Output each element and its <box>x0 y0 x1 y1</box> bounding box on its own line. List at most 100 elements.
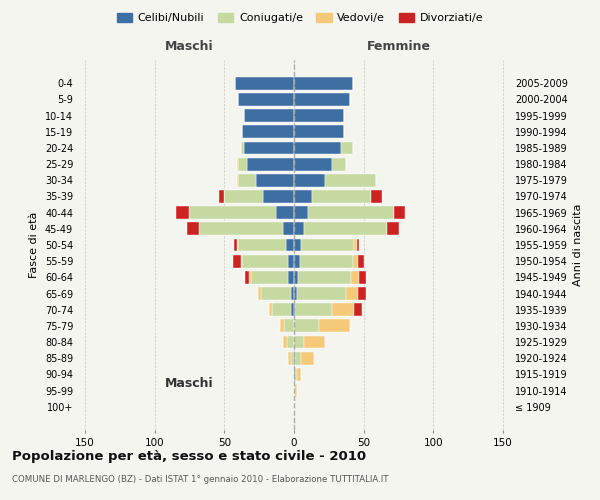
Bar <box>283 222 294 235</box>
Y-axis label: Anni di nascita: Anni di nascita <box>573 204 583 286</box>
Bar <box>238 174 256 187</box>
Bar <box>258 287 260 300</box>
Bar <box>291 303 294 316</box>
Bar <box>263 190 294 203</box>
Bar <box>294 142 341 154</box>
Bar <box>294 368 295 381</box>
Bar <box>354 238 357 252</box>
Bar <box>359 271 367 284</box>
Bar <box>233 254 241 268</box>
Bar <box>245 271 250 284</box>
Bar <box>289 352 291 364</box>
Bar <box>284 320 294 332</box>
Bar <box>269 303 272 316</box>
Bar <box>304 222 388 235</box>
Bar <box>238 238 286 252</box>
Bar <box>346 287 358 300</box>
Bar <box>295 384 297 397</box>
Bar <box>291 287 294 300</box>
Bar <box>294 320 319 332</box>
Bar <box>219 190 224 203</box>
Bar <box>295 352 301 364</box>
Bar <box>187 222 199 235</box>
Bar <box>353 254 358 268</box>
Bar <box>297 287 346 300</box>
Bar <box>238 93 294 106</box>
Bar <box>294 190 312 203</box>
Bar <box>357 238 359 252</box>
Bar <box>294 287 297 300</box>
Bar <box>250 271 251 284</box>
Bar <box>272 303 291 316</box>
Bar <box>394 206 406 219</box>
Text: Femmine: Femmine <box>367 40 431 52</box>
Bar <box>312 190 371 203</box>
Bar <box>294 206 308 219</box>
Bar <box>276 206 294 219</box>
Bar <box>199 222 283 235</box>
Bar <box>301 238 354 252</box>
Bar <box>294 384 295 397</box>
Bar <box>294 174 325 187</box>
Bar <box>260 287 291 300</box>
Bar <box>241 142 244 154</box>
Bar <box>319 320 350 332</box>
Bar <box>247 158 294 170</box>
Bar <box>283 336 287 348</box>
Bar <box>341 142 353 154</box>
Bar <box>286 238 294 252</box>
Bar <box>294 336 304 348</box>
Bar <box>351 271 359 284</box>
Bar <box>289 254 294 268</box>
Bar <box>297 368 301 381</box>
Bar <box>289 271 294 284</box>
Text: Maschi: Maschi <box>165 378 214 390</box>
Bar <box>294 352 295 364</box>
Bar <box>294 222 304 235</box>
Text: Maschi: Maschi <box>165 40 214 52</box>
Bar <box>244 142 294 154</box>
Bar <box>224 190 263 203</box>
Bar <box>358 287 367 300</box>
Bar <box>308 206 394 219</box>
Bar <box>294 93 350 106</box>
Bar <box>294 303 295 316</box>
Bar <box>242 126 294 138</box>
Bar <box>371 190 382 203</box>
Bar <box>304 336 325 348</box>
Bar <box>294 77 353 90</box>
Bar <box>287 336 294 348</box>
Bar <box>294 109 344 122</box>
Bar <box>280 320 284 332</box>
Bar <box>251 271 289 284</box>
Bar <box>358 254 364 268</box>
Bar <box>294 254 299 268</box>
Bar <box>332 158 346 170</box>
Bar <box>238 158 247 170</box>
Bar <box>256 174 294 187</box>
Bar <box>294 126 344 138</box>
Bar <box>388 222 398 235</box>
Text: COMUNE DI MARLENGO (BZ) - Dati ISTAT 1° gennaio 2010 - Elaborazione TUTTITALIA.I: COMUNE DI MARLENGO (BZ) - Dati ISTAT 1° … <box>12 475 389 484</box>
Bar <box>234 238 237 252</box>
Bar <box>294 158 332 170</box>
Bar <box>295 303 332 316</box>
Bar <box>190 206 276 219</box>
Bar <box>332 303 354 316</box>
Bar <box>299 254 353 268</box>
Bar <box>298 271 351 284</box>
Bar <box>295 368 297 381</box>
Legend: Celibi/Nubili, Coniugati/e, Vedovi/e, Divorziati/e: Celibi/Nubili, Coniugati/e, Vedovi/e, Di… <box>112 8 488 28</box>
Bar <box>294 271 298 284</box>
Bar <box>244 109 294 122</box>
Bar <box>237 238 238 252</box>
Bar <box>241 254 242 268</box>
Bar <box>237 158 238 170</box>
Y-axis label: Fasce di età: Fasce di età <box>29 212 39 278</box>
Bar <box>242 254 289 268</box>
Bar <box>237 174 238 187</box>
Bar <box>235 77 294 90</box>
Bar <box>291 352 294 364</box>
Bar <box>294 238 301 252</box>
Text: Popolazione per età, sesso e stato civile - 2010: Popolazione per età, sesso e stato civil… <box>12 450 366 463</box>
